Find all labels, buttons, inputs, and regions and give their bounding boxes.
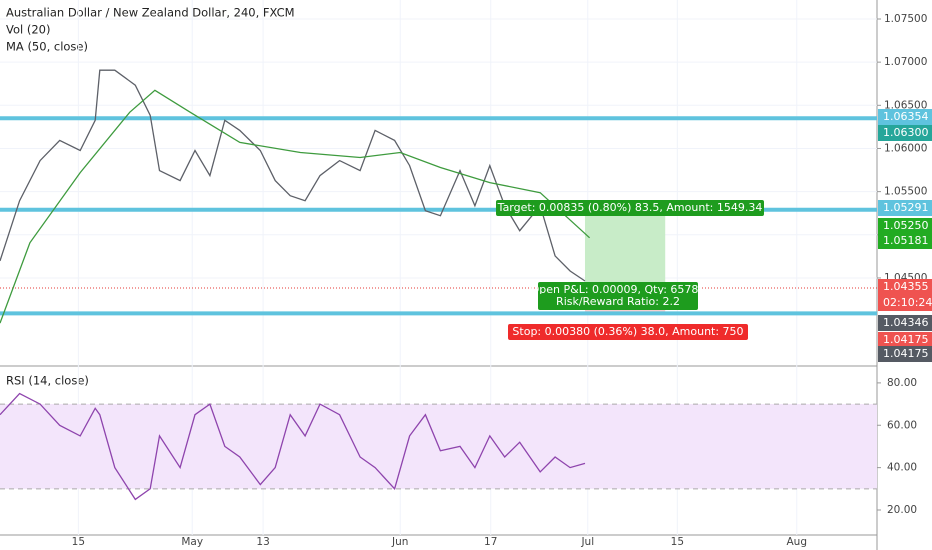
price-tag: 02:10:24: [883, 296, 932, 309]
y-tick-label: 1.06000: [884, 142, 927, 154]
price-tag: 1.04355: [883, 280, 929, 293]
price-tag: 1.06354: [883, 110, 929, 123]
y-tick-label: 40.00: [887, 462, 917, 474]
price-tag: 1.06300: [883, 126, 929, 139]
y-tick-label: 1.06500: [884, 99, 927, 111]
x-tick-label: Jul: [580, 536, 594, 548]
pnl-label: Open P&L: 0.00009, Qty: 65789: [531, 283, 706, 296]
price-tag-bg: [878, 315, 932, 331]
target-label: Target: 0.00835 (0.80%) 83.5, Amount: 15…: [497, 201, 763, 214]
y-tick-label: 1.07500: [884, 13, 927, 25]
rr-label-bg: [538, 294, 698, 310]
price-tag: 1.05291: [883, 201, 929, 214]
target-label-bg: [496, 200, 764, 216]
price-tag: 1.04175: [883, 333, 929, 346]
indicator-label: Vol (20): [6, 23, 50, 37]
price-tag-bg: [878, 332, 932, 348]
rr-label: Risk/Reward Ratio: 2.2: [556, 295, 680, 308]
price-tag: 1.04346: [883, 316, 929, 329]
x-tick-label: 17: [484, 536, 497, 548]
moving-average: [0, 89, 591, 324]
price-tag-bg: [878, 295, 932, 311]
y-tick-label: 60.00: [887, 419, 917, 431]
price-tag-bg: [878, 109, 932, 125]
stop-label-bg: [508, 324, 748, 340]
rsi-line: [0, 392, 586, 501]
stop-label: Stop: 0.00380 (0.36%) 38.0, Amount: 750: [512, 325, 743, 338]
price-tag-bg: [878, 233, 932, 249]
indicator-label: RSI (14, close): [6, 374, 89, 388]
x-tick-label: 13: [256, 536, 269, 548]
y-tick-label: 80.00: [887, 377, 917, 389]
price-tag-bg: [878, 279, 932, 295]
x-tick-label: May: [181, 536, 203, 548]
x-tick-label: 15: [72, 536, 85, 548]
y-tick-label: 20.00: [887, 504, 917, 516]
price-tag: 1.05250: [883, 219, 929, 232]
price-tag-bg: [878, 346, 932, 362]
price-tag-bg: [878, 125, 932, 141]
y-tick-label: 1.07000: [884, 56, 927, 68]
x-tick-label: 15: [671, 536, 684, 548]
price-tag-bg: [878, 200, 932, 216]
price-tag: 1.04175: [883, 347, 929, 360]
target-zone: [584, 209, 666, 288]
price-line: [0, 69, 586, 282]
chart-title: Australian Dollar / New Zealand Dollar, …: [6, 6, 295, 20]
indicator-label: MA (50, close): [6, 40, 88, 54]
y-tick-label: 1.05500: [884, 186, 927, 198]
price-tag: 1.05181: [883, 234, 929, 247]
price-tag-bg: [878, 218, 932, 234]
x-tick-label: Aug: [787, 536, 808, 548]
x-tick-label: Jun: [391, 536, 408, 548]
